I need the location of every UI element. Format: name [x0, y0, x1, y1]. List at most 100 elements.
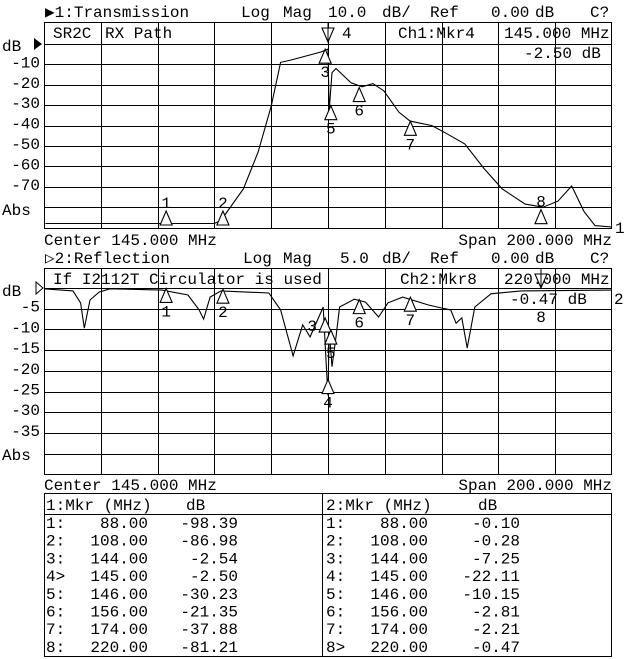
marker-triangle-icon	[403, 119, 418, 136]
marker-triangle-icon	[324, 328, 338, 345]
marker-7[interactable]: 7	[403, 295, 418, 330]
y-tick-label: -60	[11, 156, 40, 174]
marker-value: -22.11	[462, 568, 520, 586]
table-row: 2: 108.00 -0.28	[326, 533, 520, 551]
ch2-ref-unit: dB	[535, 250, 554, 268]
marker-freq: 145.00	[370, 568, 428, 586]
marker-freq: 146.00	[370, 586, 428, 604]
y-tick-label: -20	[11, 75, 40, 93]
ch2-ref-pos-label: 2	[614, 291, 624, 309]
ch2-span: Span 200.000 MHz	[458, 477, 612, 495]
ch1-readout-name: Ch1:Mkr4	[398, 25, 475, 43]
ch1-cal-status: C?	[590, 4, 609, 22]
marker-value: -98.39	[180, 515, 238, 533]
ch2-cal-status: C?	[590, 250, 609, 268]
ch1-ref-unit: dB	[535, 4, 554, 22]
marker-8[interactable]: 8	[534, 268, 548, 327]
marker-triangle-icon	[352, 298, 367, 315]
marker-1[interactable]: 1	[159, 195, 173, 226]
marker-5[interactable]: 5	[324, 328, 338, 363]
marker-index: 4:	[326, 568, 345, 586]
marker-freq: 174.00	[370, 621, 428, 639]
ch2-label[interactable]: ▷2:Reflection	[45, 250, 170, 268]
marker-3[interactable]: 3	[307, 316, 332, 336]
table-row: 8: 220.00 -81.21	[46, 639, 238, 657]
marker-freq: 144.00	[370, 550, 428, 568]
table-left-header-db: dB	[186, 497, 205, 515]
ch2-title: If I2112T Circulator is used	[53, 271, 322, 289]
ch2-ref-label: Ref	[430, 250, 459, 268]
marker-number: 1	[161, 195, 171, 213]
ch1-scale-value: 10.0	[328, 4, 366, 22]
marker-value: -30.23	[180, 586, 238, 604]
ch2-y-unit: dB	[2, 283, 21, 301]
marker-4[interactable]: 4	[321, 378, 335, 413]
marker-3[interactable]: 3	[318, 47, 332, 82]
marker-value: -0.47	[472, 639, 520, 657]
marker-freq: 88.00	[380, 515, 428, 533]
marker-index: 5:	[46, 586, 65, 604]
marker-index: 7:	[326, 621, 345, 639]
marker-value: -81.21	[180, 639, 238, 657]
marker-number: 3	[320, 64, 330, 82]
marker-1[interactable]: 1	[159, 287, 173, 321]
ch1-format-b: Mag	[283, 4, 312, 22]
ch2-graticule	[44, 268, 612, 475]
marker-freq: 220.00	[90, 639, 148, 657]
marker-value: -0.10	[472, 515, 520, 533]
ch1-readout-value: -2.50 dB	[524, 45, 601, 63]
marker-6[interactable]: 6	[352, 298, 367, 333]
ch2-readout-freq: 220.000 MHz	[504, 271, 610, 289]
marker-value: -0.28	[472, 533, 520, 551]
marker-freq: 220.00	[370, 639, 428, 657]
ch2-format-a: Log	[243, 250, 272, 268]
marker-index: 4>	[46, 568, 65, 586]
marker-number: 7	[406, 136, 416, 154]
marker-8[interactable]: 8	[534, 194, 548, 225]
ch2-abs-label: Abs	[2, 447, 31, 465]
marker-index: 6:	[326, 604, 345, 622]
marker-number: 4	[342, 25, 352, 43]
marker-index: 8:	[46, 639, 65, 657]
marker-value: -7.25	[472, 550, 520, 568]
marker-6[interactable]: 6	[352, 86, 367, 121]
ch1-markers: 1 2 3 4 56 7 8	[159, 22, 548, 226]
marker-value: -2.54	[190, 550, 238, 568]
ch1-center: Center 145.000 MHz	[44, 232, 217, 250]
marker-5[interactable]: 5	[324, 104, 338, 139]
ch2-center: Center 145.000 MHz	[44, 477, 217, 495]
marker-freq: 144.00	[90, 550, 148, 568]
marker-number: 2	[218, 195, 228, 213]
marker-number: 6	[354, 103, 364, 121]
marker-7[interactable]: 7	[403, 119, 418, 154]
marker-freq: 156.00	[90, 604, 148, 622]
table-right-header-mkr: 2:Mkr (MHz)	[326, 497, 432, 515]
marker-4[interactable]: 4	[321, 22, 352, 44]
y-tick-label: -10	[11, 54, 40, 72]
table-row: 1: 88.00 -98.39	[46, 515, 238, 533]
table-row: 3: 144.00 -7.25	[326, 550, 520, 568]
marker-2[interactable]: 2	[216, 195, 230, 226]
table-row: 1: 88.00 -0.10	[326, 515, 520, 533]
table-row: 2: 108.00 -86.98	[46, 533, 238, 551]
marker-2[interactable]: 2	[216, 287, 230, 322]
ch1-y-unit: dB	[2, 38, 21, 56]
marker-number: 5	[326, 121, 336, 139]
marker-value: -2.81	[472, 604, 520, 622]
ch1-title-box-1: SR2C	[53, 25, 91, 43]
marker-index: 3:	[326, 550, 345, 568]
marker-index: 1:	[46, 515, 65, 533]
marker-triangle-icon	[216, 287, 230, 304]
table-row: 4> 145.00 -2.50	[46, 568, 238, 586]
ch1-label[interactable]: ▶1:Transmission	[45, 4, 189, 22]
y-tick-label: -10	[11, 319, 40, 337]
marker-number: 4	[323, 395, 333, 413]
marker-freq: 174.00	[90, 621, 148, 639]
ch2-format-b: Mag	[283, 250, 312, 268]
y-tick-label: -70	[11, 177, 40, 195]
marker-table: 1:Mkr (MHz) dB 2:Mkr (MHz) dB 1: 88.00 -98…	[44, 493, 612, 657]
marker-triangle-icon	[321, 378, 335, 395]
marker-triangle-icon	[318, 316, 332, 333]
marker-index: 7:	[46, 621, 65, 639]
